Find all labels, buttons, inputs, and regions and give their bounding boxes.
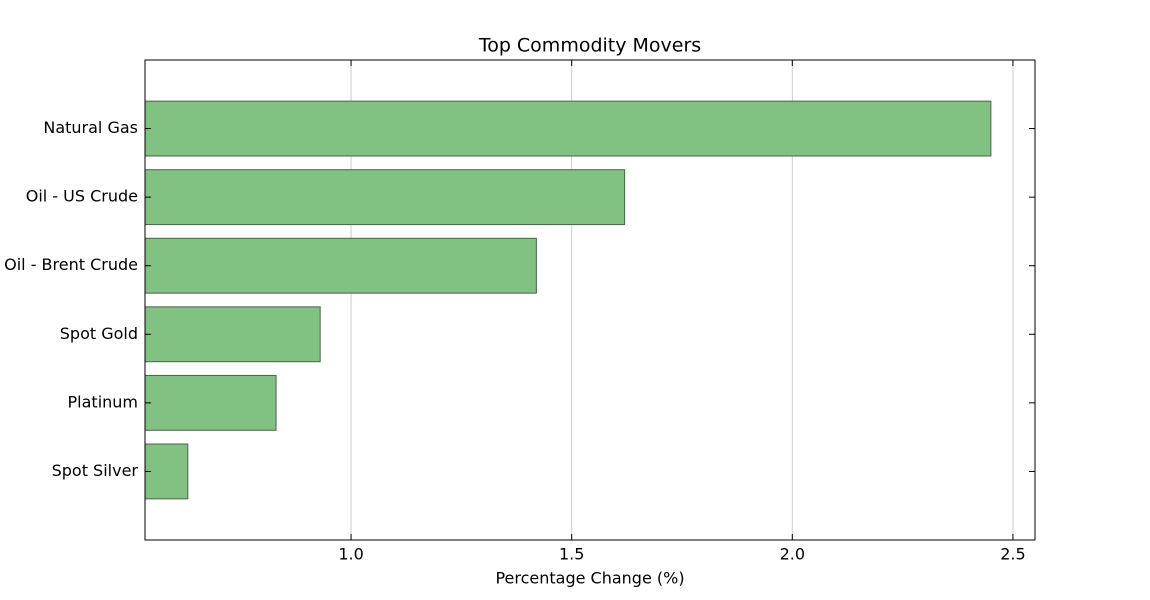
x-axis-label: Percentage Change (%) xyxy=(495,569,684,588)
y-tick-label: Spot Silver xyxy=(52,461,139,480)
bar xyxy=(144,443,189,500)
y-tick-label: Platinum xyxy=(68,392,138,411)
chart-title: Top Commodity Movers xyxy=(478,35,701,57)
bar xyxy=(144,237,537,294)
y-tick-label: Oil - Brent Crude xyxy=(4,255,138,274)
bar xyxy=(144,306,321,363)
x-tick-label: 2.5 xyxy=(1000,545,1025,564)
bar xyxy=(144,374,277,431)
y-tick-label: Oil - US Crude xyxy=(26,187,138,206)
x-tick-label: 1.5 xyxy=(559,545,584,564)
bar xyxy=(144,100,992,157)
y-tick-label: Natural Gas xyxy=(43,118,138,137)
plot-frame xyxy=(144,59,1036,541)
x-tick-label: 2.0 xyxy=(780,545,805,564)
y-tick-label: Spot Gold xyxy=(60,324,138,343)
x-tick-label: 1.0 xyxy=(338,545,363,564)
bar xyxy=(144,169,626,226)
